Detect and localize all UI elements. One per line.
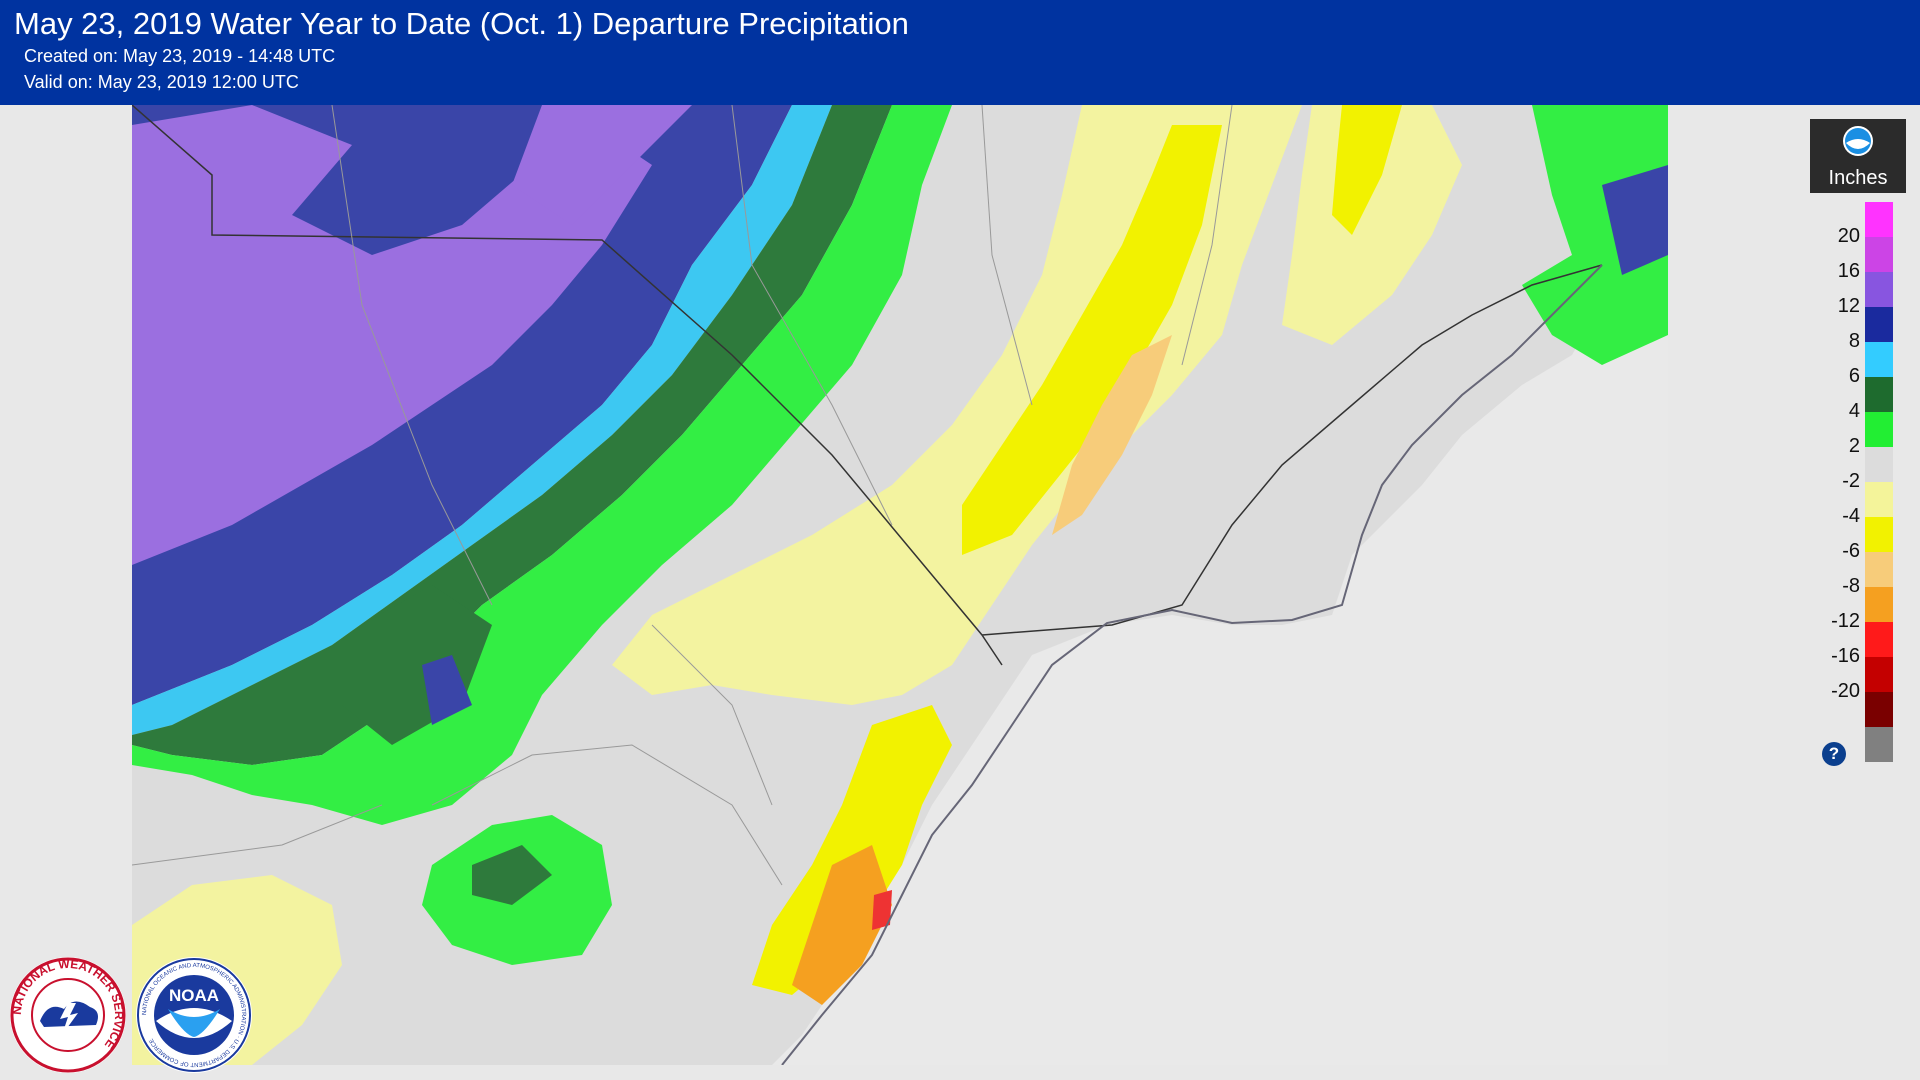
- legend-swatch-16-to-20: [1865, 237, 1893, 272]
- header-bar: May 23, 2019 Water Year to Date (Oct. 1)…: [0, 0, 1920, 105]
- valid-timestamp: Valid on: May 23, 2019 12:00 UTC: [24, 72, 299, 92]
- legend-tick-label: -20: [1831, 680, 1860, 702]
- legend-swatch-neg6-to-neg4: [1865, 517, 1893, 552]
- created-timestamp: Created on: May 23, 2019 - 14:48 UTC: [24, 46, 336, 66]
- legend-swatch-4-to-6: [1865, 377, 1893, 412]
- noaa-logo: NATIONAL OCEANIC AND ATMOSPHERIC ADMINIS…: [134, 955, 254, 1075]
- noaa-wordmark: NOAA: [169, 986, 219, 1005]
- legend-tick-label: 16: [1837, 260, 1860, 282]
- wet-region-cyan: [132, 105, 832, 735]
- legend-color-bar: [1865, 202, 1905, 762]
- dry-region-orange: [792, 845, 892, 1005]
- legend-swatch-above-20: [1865, 202, 1893, 237]
- legend-tick-label: -4: [1842, 505, 1860, 527]
- legend-swatch-neg8-to-neg6: [1865, 552, 1893, 587]
- county-lines: [132, 105, 1233, 886]
- legend-swatch-8-to-12: [1865, 307, 1893, 342]
- legend-swatch-neg16-to-neg12: [1865, 622, 1893, 657]
- wet-region-northeast: [1522, 105, 1668, 365]
- help-icon[interactable]: ?: [1822, 742, 1846, 766]
- nws-logo: NATIONAL WEATHER SERVICE: [8, 955, 128, 1075]
- precipitation-map[interactable]: [132, 105, 1668, 1065]
- wet-region-northeast-blue: [1602, 165, 1668, 275]
- legend-swatch-neg12-to-neg8: [1865, 587, 1893, 622]
- legend-swatch-neg20-to-neg16: [1865, 657, 1893, 692]
- dry-region-tan: [1052, 335, 1172, 535]
- legend-swatch-neg4-to-neg2: [1865, 482, 1893, 517]
- legend-swatch-missing: [1865, 727, 1893, 762]
- coastline: [781, 264, 1603, 1065]
- wet-region-south-dark: [472, 845, 552, 905]
- legend-tick-label: -6: [1842, 540, 1860, 562]
- wet-region-darkgreen: [132, 105, 892, 765]
- legend-tick-label: -12: [1831, 610, 1860, 632]
- legend-tick-label: 12: [1837, 295, 1860, 317]
- wet-patch-2: [422, 655, 472, 725]
- legend-tick-label: -16: [1831, 645, 1860, 667]
- noaa-icon: [1843, 126, 1873, 156]
- dry-region-yellow-2: [1332, 105, 1402, 235]
- dry-region-red: [872, 890, 892, 930]
- legend-swatches: [1865, 202, 1893, 762]
- legend-swatch-12-to-16: [1865, 272, 1893, 307]
- legend-swatch-6-to-8: [1865, 342, 1893, 377]
- map-canvas: [132, 105, 1668, 1065]
- wet-region-purple-2: [512, 105, 692, 225]
- legend-tick-label: 8: [1848, 330, 1860, 352]
- legend-header: Inches: [1810, 119, 1906, 193]
- page-title: May 23, 2019 Water Year to Date (Oct. 1)…: [14, 6, 909, 41]
- wet-region-purple: [132, 105, 652, 565]
- nws-logo-graphic: NATIONAL WEATHER SERVICE: [10, 957, 126, 1073]
- legend-tick-label: 2: [1848, 435, 1860, 457]
- dry-region-yellow: [962, 125, 1222, 555]
- legend-tick-label: -8: [1842, 575, 1860, 597]
- legend-tick-label: 20: [1837, 225, 1860, 247]
- legend-swatch-2-to-4: [1865, 412, 1893, 447]
- legend-swatch-below-neg20: [1865, 692, 1893, 727]
- noaa-logo-graphic: NATIONAL OCEANIC AND ATMOSPHERIC ADMINIS…: [136, 957, 252, 1073]
- wet-region-green: [132, 105, 952, 825]
- legend-swatch-neg2-to-2: [1865, 447, 1893, 482]
- legend-unit-label: Inches: [1828, 167, 1888, 189]
- dry-region-yellow-3: [752, 705, 952, 995]
- legend-tick-label: -2: [1842, 470, 1860, 492]
- legend-tick-label: 6: [1848, 365, 1860, 387]
- dry-region-lightyellow-2: [1282, 105, 1462, 345]
- legend-tick-label: 4: [1848, 400, 1860, 422]
- legend-panel: Inches 20 16 12 8 6 4 2 -2 -4 -6 -8 -12 -16 -20 ?: [1810, 119, 1906, 769]
